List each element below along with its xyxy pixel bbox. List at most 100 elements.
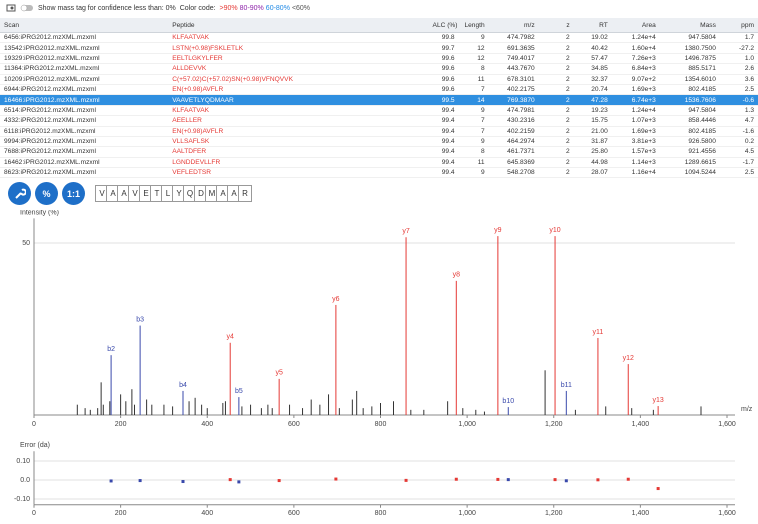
ion-label: y10 [549,227,560,234]
peptide-cell: AEELLER [168,115,429,127]
peptide-cell: KLFAATVAK [168,32,429,44]
table-cell: 2.5 [719,84,758,96]
peptide-cell: EELTLGKYLFER [168,53,429,65]
column-header[interactable]: Length [458,18,489,33]
table-cell: 2 [538,74,574,85]
checkbox-label: Show mass tag for confidence less than: … [38,4,176,12]
y-axis-label: Intensity (%) [20,210,59,216]
table-cell: 20.74 [573,84,612,96]
table-cell: 1.3 [719,105,758,117]
column-header[interactable]: Area [611,18,660,33]
table-cell: 947.5804 [659,32,720,44]
error-point [138,479,142,483]
table-cell: 645.8369 [488,157,539,169]
x-tick-label: 1,200 [545,421,563,428]
residue: E [139,185,153,202]
table-cell: 1094.5244 [659,167,720,179]
ion-label: y11 [593,329,604,336]
column-header[interactable]: RT [573,18,612,33]
ion-label: y4 [227,334,235,341]
ion-label: y7 [402,228,410,235]
table-row[interactable]: 6514:iPRG2012.mzXML.mzxml KLFAATVAK 99.4 9 4… [0,105,758,117]
table-row[interactable]: 7688:iPRG2012.mzXML.mzxml AALTDFER 99.4 8 46… [0,146,758,158]
table-cell: 9 [458,167,489,179]
table-cell: 474.7981 [488,105,539,117]
error-point [506,478,510,482]
table-cell: 16462:iPRG2012.mzXML.mzxml [0,157,169,169]
table-row[interactable]: 6456:iPRG2012.mzXML.mzxml KLFAATVAK 99.8 9 4… [0,32,758,44]
table-cell: 44.98 [573,157,612,169]
peptide-cell: KLFAATVAK [168,105,429,117]
peptide-cell: C(+57.02)C(+57.02)SN(+0.98)VFNQVVK [168,74,429,85]
error-point [109,479,113,483]
table-cell: 21.00 [573,126,612,137]
color-code-label: Color code: [179,4,216,12]
peptide-cell: VLLSAFLSK [168,136,429,148]
table-row[interactable]: 6944:iPRG2012.mzXML.mzxml EN(+0.98)AVFLR 9… [0,84,758,96]
table-cell: -0.6 [719,94,758,106]
table-cell: 6118:iPRG2012.mzXML.mzxml [0,126,169,137]
x-tick-label: 1,000 [458,510,476,517]
ion-label: b3 [136,316,144,323]
error-point [564,479,568,483]
table-cell: 99.4 [428,115,459,127]
table-cell: 858.4446 [659,115,720,127]
table-row[interactable]: 11364:iPRG2012.mzXML.mzxml ALLDEVVK 99.6 8 4… [0,63,758,75]
x-tick-label: 1,400 [632,510,650,517]
color-code: >90% [219,4,238,12]
settings-button[interactable] [8,182,31,205]
color-code: 80-90% [239,4,264,12]
table-cell: 8623:iPRG2012.mzXML.mzxml [0,167,169,179]
table-cell: 548.2708 [488,167,539,179]
x-tick-label: 400 [201,510,213,517]
checkbox-icon[interactable] [20,4,34,12]
table-cell: 99.5 [428,94,459,106]
table-row[interactable]: 6118:iPRG2012.mzXML.mzxml EN(+0.98)AVFLR 9… [0,126,758,137]
table-cell: 99.6 [428,84,459,96]
table-cell: 2.6 [719,63,758,75]
y-tick-label: 0.10 [16,458,30,465]
column-header[interactable]: Mass [659,18,720,33]
table-row[interactable]: 4332:iPRG2012.mzXML.mzxml AEELLER 99.4 7 430… [0,115,758,127]
table-row[interactable]: 9994:iPRG2012.mzXML.mzxml VLLSAFLSK 99.4 9 4… [0,136,758,148]
column-header[interactable]: Peptide [168,18,429,33]
table-cell: 34.85 [573,63,612,75]
table-cell: 99.4 [428,157,459,169]
table-row[interactable]: 16466:iPRG2012.mzXML.mzxml VAAVETLYQDMAAR… [0,94,758,106]
column-header[interactable]: Scan [0,18,169,33]
x-tick-label: 1,400 [632,421,650,428]
error-point [237,480,241,484]
table-cell: 1380.7500 [659,42,720,54]
table-cell: 6.84e+3 [611,63,660,75]
color-codes: >90% 80-90% 60-80% <60% [220,5,313,12]
column-header[interactable]: z [538,18,574,33]
table-cell: 7 [458,115,489,127]
x-tick-label: 0 [32,421,36,428]
table-cell: 3.81e+3 [611,136,660,148]
table-row[interactable]: 10209:iPRG2012.mzXML.mzxml C(+57.02)C(+57… [0,74,758,85]
residue: R [238,185,252,202]
column-header[interactable]: ppm [719,18,758,33]
x-tick-label: 0 [32,510,36,517]
table-cell: 2 [538,32,574,44]
peptide-cell: LSTN(+0.98)FSKLETLK [168,42,429,54]
charts: 50 0 200 400 600 800 1,000 1,200 1,400 1,600 Inten… [14,210,753,517]
table-row[interactable]: 19329:iPRG2012.mzXML.mzxml EELTLGKYLFER 99… [0,53,758,65]
table-row[interactable]: 8623:iPRG2012.mzXML.mzxml VEFLEDTSR 99.4 9 5… [0,167,758,179]
table-cell: 99.4 [428,136,459,148]
peptide-cell: EN(+0.98)AVFLR [168,126,429,137]
column-header[interactable]: m/z [488,18,539,33]
table-row[interactable]: 13542:iPRG2012.mzXML.mzxml LSTN(+0.98)FSK… [0,42,758,54]
column-header[interactable]: ALC (%) [428,18,459,33]
table-cell: 1354.6010 [659,74,720,85]
x-tick-label: 600 [288,510,300,517]
x-axis-label: m/z [741,406,753,413]
ion-label: y5 [275,370,283,377]
table-cell: 99.4 [428,126,459,137]
table-row[interactable]: 16462:iPRG2012.mzXML.mzxml LGNDDEVLLFR 99.… [0,157,758,169]
table-cell: 7 [458,84,489,96]
table-cell: 926.5800 [659,136,720,148]
ratio-button[interactable]: 1:1 [62,182,85,205]
percent-button[interactable]: % [35,182,58,205]
